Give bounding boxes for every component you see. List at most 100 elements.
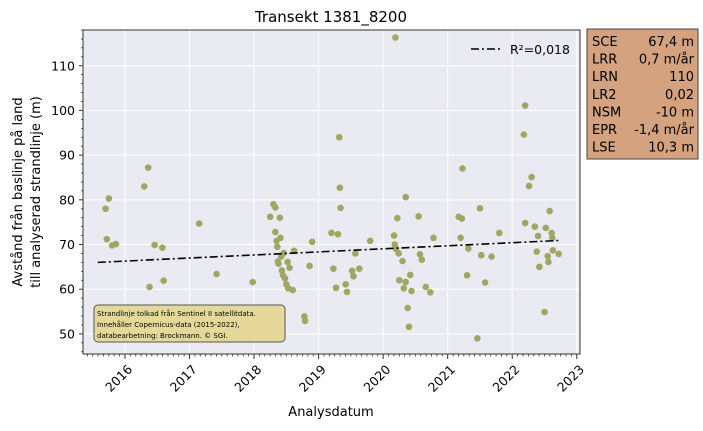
stats-box-background [586, 28, 699, 160]
data-point [430, 234, 437, 242]
data-point [151, 241, 158, 249]
data-point [213, 270, 220, 278]
stats-value: 0,02 [665, 88, 694, 103]
stats-label: LR2 [592, 88, 617, 103]
data-point [521, 102, 529, 109]
data-point [496, 229, 503, 237]
data-point [112, 240, 120, 248]
stats-label: EPR [592, 123, 617, 138]
y-tick-label: 60 [59, 282, 75, 297]
data-point [546, 207, 553, 215]
data-point [352, 250, 359, 257]
annotation-line-1: Strandlinje tolkad från Sentinel II sate… [97, 309, 256, 318]
data-point [399, 257, 406, 265]
data-point [402, 193, 410, 201]
data-point [328, 229, 335, 237]
data-point [533, 248, 541, 255]
data-point [343, 288, 351, 296]
stats-label: LRR [592, 53, 617, 68]
data-point [525, 182, 533, 190]
data-points [102, 34, 562, 342]
y-tick-label: 100 [51, 103, 75, 118]
data-point [337, 204, 344, 212]
data-point [146, 283, 153, 291]
data-point [355, 265, 363, 272]
data-point [102, 205, 109, 213]
stats-value: 110 [669, 70, 694, 85]
legend-label: R²=0,018 [510, 42, 570, 57]
x-tick-label: 2017 [167, 362, 200, 395]
y-axis: 50 60 70 80 90 100 110 [51, 29, 83, 353]
data-point [406, 271, 414, 279]
data-point [534, 232, 542, 240]
data-point [541, 308, 548, 316]
data-point [195, 220, 203, 227]
data-point [477, 251, 485, 259]
data-point [531, 223, 539, 230]
y-tick-label: 90 [59, 148, 75, 163]
data-point [394, 214, 401, 222]
data-point [422, 283, 430, 291]
data-point [141, 183, 148, 190]
data-point [277, 234, 284, 242]
x-tick-label: 2016 [102, 362, 135, 395]
data-point [549, 247, 557, 254]
data-point [266, 213, 274, 221]
x-tick-label: 2020 [360, 362, 393, 395]
data-point [415, 213, 422, 220]
data-point [416, 251, 424, 258]
data-point [280, 249, 288, 257]
data-point [408, 287, 415, 295]
chart-title: Transekt 1381_8200 [254, 8, 407, 27]
data-point [528, 173, 535, 181]
trend-line [97, 239, 559, 264]
data-point [272, 228, 279, 236]
data-point [521, 219, 529, 227]
data-point [405, 323, 413, 331]
stats-label: NSM [592, 105, 621, 120]
y-tick-label: 110 [51, 58, 75, 73]
data-point [474, 335, 481, 342]
x-tick-label: 2022 [489, 362, 522, 395]
data-point [103, 235, 111, 243]
stats-value: -1,4 m/år [634, 123, 695, 138]
data-point [536, 263, 543, 271]
data-point [366, 237, 374, 245]
plot-frame [82, 29, 581, 355]
y-axis-label-line-2: till analyserad strandlinje (m) [29, 96, 44, 288]
data-point [348, 267, 356, 275]
data-point [395, 250, 402, 257]
data-point [488, 253, 495, 260]
x-tick-label: 2021 [425, 362, 458, 395]
annotation-line-2: Innehåller Copernicus-data (2015-2022), [97, 320, 240, 329]
data-point [545, 258, 552, 266]
y-tick-label: 80 [59, 192, 75, 207]
data-point [105, 195, 113, 202]
data-point [160, 277, 167, 285]
data-point [350, 272, 357, 280]
data-point [459, 165, 466, 172]
data-point [284, 258, 291, 266]
stats-label: LSE [592, 141, 616, 156]
data-point [289, 286, 297, 294]
data-point [390, 232, 398, 239]
data-point [400, 285, 408, 292]
stats-label: LRN [592, 70, 618, 85]
x-tick-label: 2018 [231, 362, 264, 395]
data-point [548, 234, 556, 242]
data-source-annotation: Strandlinje tolkad från Sentinel II sate… [93, 304, 286, 343]
data-point [465, 245, 472, 252]
y-tick-label: 50 [59, 326, 75, 341]
data-point [249, 278, 257, 286]
data-point [272, 204, 279, 211]
x-tick-label: 2023 [554, 362, 587, 395]
stats-label: SCE [592, 35, 618, 50]
data-point [273, 243, 281, 251]
data-point [281, 275, 289, 282]
stats-value: -10 m [656, 105, 694, 120]
data-point [342, 280, 350, 288]
data-point [286, 264, 293, 272]
plot-area [83, 30, 580, 354]
data-point [544, 252, 552, 260]
